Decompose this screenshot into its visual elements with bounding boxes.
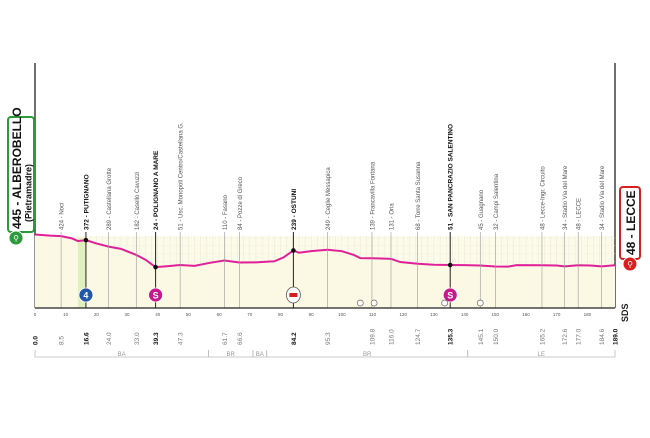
km-label: 184.6 <box>599 328 606 345</box>
x-tick-label: 150 <box>492 312 500 317</box>
service-icon <box>441 299 449 307</box>
x-tick-label: 30 <box>125 312 131 317</box>
km-label: 66.6 <box>237 332 244 345</box>
sprint-icon <box>148 287 164 303</box>
profile-line <box>34 233 616 269</box>
km-label: 116.0 <box>388 329 395 345</box>
brand-logo: SDS <box>620 303 630 322</box>
km-label: 124.7 <box>415 328 422 345</box>
km-label: 61.7 <box>222 332 229 345</box>
province-label: BR <box>226 352 235 358</box>
service-icon <box>370 299 378 307</box>
province-label: BA <box>256 352 264 358</box>
km-label: 165.2 <box>539 328 546 345</box>
checkpoint-label: 131 - Oria <box>389 203 395 230</box>
province-label: BR <box>363 352 372 358</box>
x-tick-label: 90 <box>309 312 315 317</box>
checkpoint-dot <box>83 237 89 243</box>
x-tick-label: 80 <box>278 312 284 317</box>
start-box: 445 - ALBEROBELLO (Pietramadre) ⚲ <box>7 107 35 246</box>
km-label: 0.0 <box>33 336 40 345</box>
km-label: 109.8 <box>369 328 376 345</box>
km-label: 135.3 <box>448 328 455 345</box>
checkpoint-label: 45 - Guagnano <box>479 189 485 230</box>
checkpoint-label: 110 - Fasano <box>223 194 229 230</box>
province-label: LE <box>538 352 545 358</box>
km-label: 145.1 <box>478 328 485 345</box>
checkpoint-label: 84 - Pozze di Greco <box>238 176 244 230</box>
x-tick-label: 60 <box>217 312 223 317</box>
checkpoint-label: 32 - Campi Salentina <box>494 173 500 230</box>
climb-highlight <box>77 238 86 308</box>
km-label: 172.6 <box>562 328 569 345</box>
checkpoint-label: 139 - Francavilla Fontana <box>370 161 376 230</box>
service-icon <box>356 299 364 307</box>
checkpoint-label: 424 - Noci <box>60 203 66 230</box>
checkpoint-label: 182 - Casello Cavuzzi <box>135 172 141 230</box>
x-tick-label: 10 <box>63 312 69 317</box>
sprint-label: S <box>153 291 159 301</box>
km-label: 84.2 <box>291 332 298 345</box>
km-label: 150.0 <box>493 328 500 345</box>
finish-cyclist-icon <box>622 256 638 272</box>
checkpoint-label: 24 - POLIGNANO A MARE <box>153 150 160 230</box>
checkpoint-label: 289 - Castellana Grotte <box>107 167 113 230</box>
km-label: 47.3 <box>178 332 185 345</box>
km-label: 177.0 <box>576 328 583 345</box>
x-tick-label: 130 <box>430 312 438 317</box>
service-icon <box>476 299 484 307</box>
checkpoint-dot <box>291 248 296 253</box>
km-label: 33.0 <box>134 332 141 345</box>
checkpoint-label: 372 - PUTIGNANO <box>83 174 90 230</box>
checkpoint-label: 51 - SAN PANCRAZIO SALENTINO <box>448 124 455 230</box>
checkpoint-label: 239 - OSTUNI <box>291 189 298 230</box>
checkpoint-dot <box>153 264 158 270</box>
start-cyclist-icon <box>8 230 24 246</box>
red-bull-km-logo <box>289 293 298 297</box>
gpm-icon <box>78 287 94 303</box>
start-sublabel: (Pietramadre) <box>24 164 34 222</box>
checkpoint-label: 34 - Stadio Via del Mare <box>563 165 569 230</box>
x-tick-label: 140 <box>461 312 469 317</box>
x-tick-label: 20 <box>94 312 100 317</box>
km-label: 24.0 <box>106 332 113 345</box>
km-label: 95.3 <box>325 332 332 345</box>
x-tick-label: 0 <box>34 312 37 317</box>
finish-label: 48 - LECCE <box>624 190 638 255</box>
checkpoint-label: 34 - Stadio Via del Mare <box>600 165 606 230</box>
x-tick-label: 170 <box>553 312 561 317</box>
km-label: 189.0 <box>613 328 620 345</box>
km-label: 8.5 <box>59 336 66 345</box>
finish-box: 48 - LECCE ⚲ <box>619 186 641 272</box>
checkpoint-label: 48 - LECCE <box>577 198 583 230</box>
province-label: BA <box>118 352 126 358</box>
finish-cyclist-glyph: ⚲ <box>627 260 633 269</box>
x-tick-label: 120 <box>399 312 407 317</box>
checkpoint-label: 68 - Torre Santa Susanna <box>416 161 422 230</box>
checkpoint-label: 48 - Lecce-Ingr. Circuito <box>540 166 546 230</box>
start-cyclist-glyph: ⚲ <box>13 234 19 243</box>
x-tick-label: 70 <box>247 312 253 317</box>
sprint-icon <box>442 287 458 303</box>
x-tick-label: 40 <box>155 312 161 317</box>
sprint-label: S <box>447 291 453 301</box>
x-tick-label: 180 <box>584 312 592 317</box>
gpm-label: 4 <box>83 291 88 301</box>
province-bracket <box>467 350 616 358</box>
checkpoint-dot <box>447 262 453 268</box>
start-label: 445 - ALBEROBELLO <box>10 107 24 229</box>
x-tick-label: 100 <box>338 312 346 317</box>
x-tick-label: 50 <box>186 312 192 317</box>
km-label: 16.6 <box>83 332 90 345</box>
checkpoint-label: 51 - Usc. Monopoli Centro/Castellana G. <box>179 122 185 230</box>
x-tick-label: 110 <box>369 312 377 317</box>
checkpoint-label: 249 - Ceglie Messapica <box>326 167 332 230</box>
x-tick-label: 160 <box>522 312 530 317</box>
km-label: 39.3 <box>153 332 160 345</box>
